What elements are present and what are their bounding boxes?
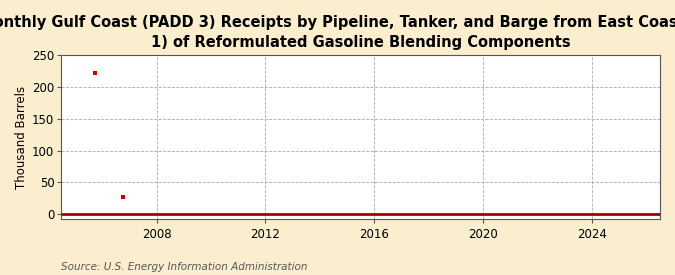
Title: Monthly Gulf Coast (PADD 3) Receipts by Pipeline, Tanker, and Barge from East Co: Monthly Gulf Coast (PADD 3) Receipts by … (0, 15, 675, 50)
Y-axis label: Thousand Barrels: Thousand Barrels (15, 86, 28, 189)
Text: Source: U.S. Energy Information Administration: Source: U.S. Energy Information Administ… (61, 262, 307, 272)
